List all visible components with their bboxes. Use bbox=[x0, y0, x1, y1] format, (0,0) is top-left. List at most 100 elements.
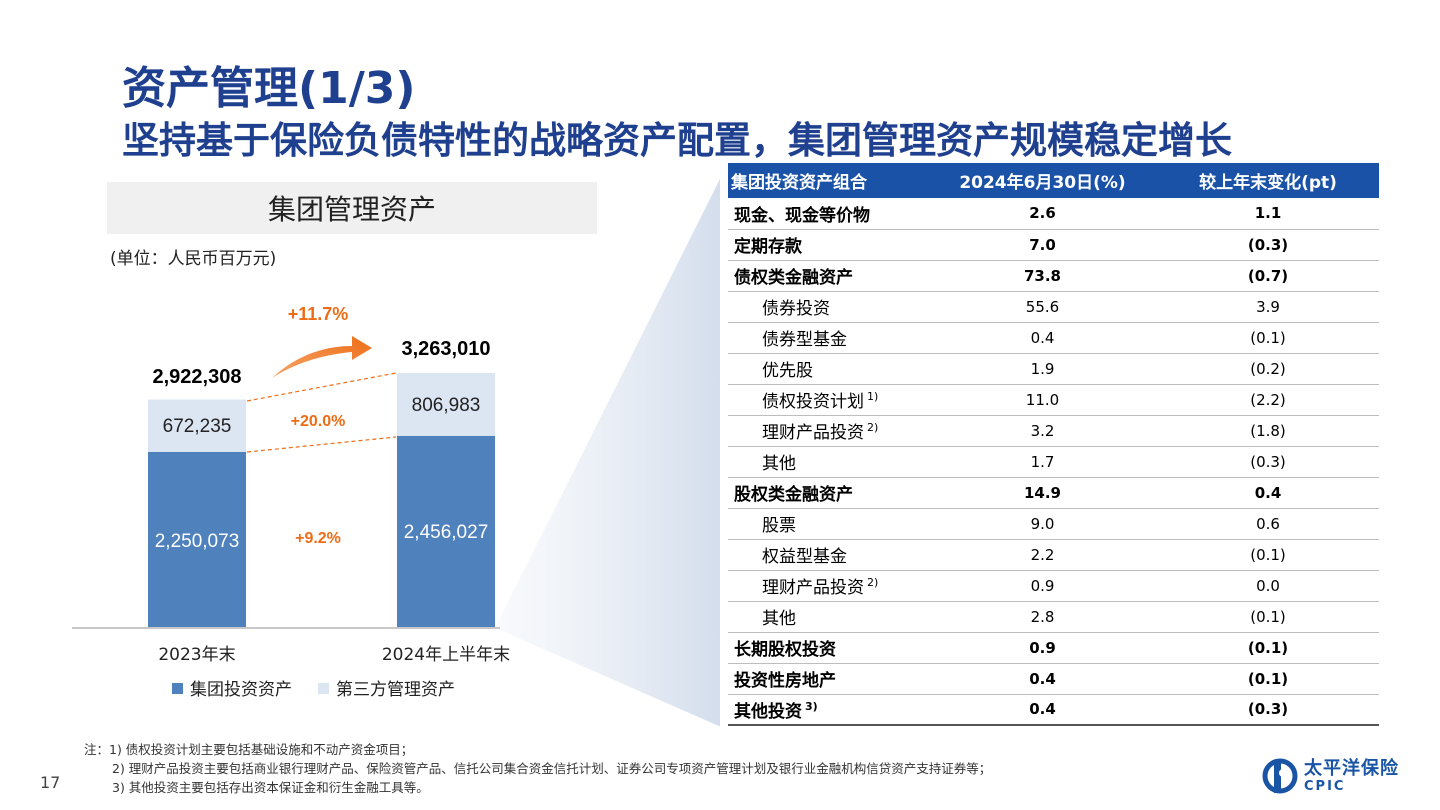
row-value: 0.4 bbox=[928, 322, 1157, 354]
row-category-label: 其他投资 bbox=[734, 701, 802, 722]
table-row: 理财产品投资 2) 0.9 0.0 bbox=[728, 570, 1379, 602]
row-category-label: 理财产品投资 bbox=[762, 578, 864, 598]
row-change: 1.1 bbox=[1157, 198, 1379, 230]
row-value: 2.6 bbox=[928, 198, 1157, 230]
row-category-label: 债权投资计划 bbox=[762, 392, 864, 412]
chart-header: 集团管理资产 bbox=[107, 182, 597, 234]
growth-third-label: +20.0% bbox=[291, 413, 346, 430]
row-value: 2.8 bbox=[928, 601, 1157, 633]
cpic-logo-icon bbox=[1262, 758, 1298, 794]
row-value: 55.6 bbox=[928, 291, 1157, 323]
row-category: 股权类金融资产 bbox=[728, 477, 928, 509]
row-value: 1.9 bbox=[928, 353, 1157, 385]
footnotes: 注：1) 债权投资计划主要包括基础设施和不动产资金项目； 2) 理财产品投资主要… bbox=[84, 740, 991, 797]
table-header-value: 2024年6月30日(%) bbox=[928, 163, 1157, 198]
cpic-logo: 太平洋保险 CPIC bbox=[1262, 757, 1399, 795]
legend-label-group: 集团投资资产 bbox=[190, 680, 292, 700]
row-category: 长期股权投资 bbox=[728, 632, 928, 664]
row-category-label: 长期股权投资 bbox=[734, 640, 836, 660]
table-header-row: 集团投资资产组合 2024年6月30日(%) 较上年末变化(pt) bbox=[728, 163, 1379, 198]
row-change: (0.1) bbox=[1157, 663, 1379, 695]
row-category-label: 股票 bbox=[762, 516, 796, 536]
x-tick-label-2024: 2024年上半年末 bbox=[382, 645, 510, 665]
footnote-marker: 2) bbox=[867, 576, 879, 590]
row-category: 定期存款 bbox=[728, 229, 928, 261]
row-change: 0.6 bbox=[1157, 508, 1379, 540]
row-category: 理财产品投资 2) bbox=[728, 570, 928, 602]
chart-header-label: 集团管理资产 bbox=[267, 193, 436, 226]
row-value: 2.2 bbox=[928, 539, 1157, 571]
row-value: 9.0 bbox=[928, 508, 1157, 540]
row-category: 债权投资计划 1) bbox=[728, 384, 928, 416]
row-category: 其他 bbox=[728, 446, 928, 478]
row-category-label: 权益型基金 bbox=[762, 547, 847, 567]
footnote-marker: 3) bbox=[805, 700, 818, 714]
x-tick-label-2023: 2023年末 bbox=[158, 645, 235, 665]
table-row: 股权类金融资产 14.9 0.4 bbox=[728, 477, 1379, 509]
row-change: (0.3) bbox=[1157, 229, 1379, 261]
third-label-2024: 806,983 bbox=[412, 395, 481, 416]
row-change: 0.4 bbox=[1157, 477, 1379, 509]
row-value: 14.9 bbox=[928, 477, 1157, 509]
row-category-label: 理财产品投资 bbox=[762, 423, 864, 443]
connector-line-mid bbox=[246, 436, 397, 453]
row-category-label: 定期存款 bbox=[734, 237, 802, 257]
legend-swatch-third bbox=[318, 683, 329, 694]
row-category: 投资性房地产 bbox=[728, 663, 928, 695]
row-category: 其他投资 3) bbox=[728, 694, 928, 726]
row-category-label: 股权类金融资产 bbox=[734, 485, 853, 505]
row-value: 0.4 bbox=[928, 663, 1157, 695]
row-category-label: 优先股 bbox=[762, 361, 813, 381]
legend-swatch-group bbox=[172, 683, 183, 694]
row-change: (0.1) bbox=[1157, 539, 1379, 571]
growth-total-label: +11.7% bbox=[288, 304, 349, 324]
group-label-2023: 2,250,073 bbox=[155, 531, 240, 552]
row-change: (0.1) bbox=[1157, 322, 1379, 354]
table-row: 现金、现金等价物 2.6 1.1 bbox=[728, 198, 1379, 230]
row-category: 权益型基金 bbox=[728, 539, 928, 571]
row-change: (2.2) bbox=[1157, 384, 1379, 416]
row-value: 0.4 bbox=[928, 694, 1157, 726]
logo-cn-text: 太平洋保险 bbox=[1304, 757, 1399, 779]
row-change: (1.8) bbox=[1157, 415, 1379, 447]
bar-group-asset-0 bbox=[148, 451, 246, 627]
table-row: 债券投资 55.6 3.9 bbox=[728, 291, 1379, 323]
row-change: (0.1) bbox=[1157, 601, 1379, 633]
table-header-change: 较上年末变化(pt) bbox=[1157, 163, 1379, 198]
group-label-2024: 2,456,027 bbox=[404, 522, 489, 543]
total-label-2023: 2,922,308 bbox=[153, 366, 242, 388]
row-category-label: 债券型基金 bbox=[762, 330, 847, 350]
row-category: 其他 bbox=[728, 601, 928, 633]
third-label-2023: 672,235 bbox=[163, 416, 232, 437]
table-row: 股票 9.0 0.6 bbox=[728, 508, 1379, 540]
total-label-2024: 3,263,010 bbox=[402, 338, 491, 360]
row-change: 3.9 bbox=[1157, 291, 1379, 323]
row-category: 债权类金融资产 bbox=[728, 260, 928, 292]
table-row: 权益型基金 2.2 (0.1) bbox=[728, 539, 1379, 571]
row-category-label: 其他 bbox=[762, 609, 796, 629]
row-category-label: 投资性房地产 bbox=[734, 671, 836, 691]
row-change: (0.1) bbox=[1157, 632, 1379, 664]
table-row: 长期股权投资 0.9 (0.1) bbox=[728, 632, 1379, 664]
bar-group-asset-1 bbox=[397, 435, 495, 627]
table-header-category: 集团投资资产组合 bbox=[728, 163, 928, 198]
portfolio-table: 集团投资资产组合 2024年6月30日(%) 较上年末变化(pt) 现金、现金等… bbox=[728, 163, 1379, 726]
growth-arrow-icon bbox=[272, 336, 372, 378]
footnote-3: 3) 其他投资主要包括存出资本保证金和衍生金融工具等。 bbox=[112, 780, 429, 795]
row-value: 73.8 bbox=[928, 260, 1157, 292]
page-subtitle: 坚持基于保险负债特性的战略资产配置，集团管理资产规模稳定增长 bbox=[122, 119, 1232, 162]
row-category-label: 现金、现金等价物 bbox=[734, 205, 870, 226]
row-change: (0.3) bbox=[1157, 694, 1379, 726]
row-change: (0.3) bbox=[1157, 446, 1379, 478]
table-row: 其他 1.7 (0.3) bbox=[728, 446, 1379, 478]
table-row: 其他投资 3) 0.4 (0.3) bbox=[728, 694, 1379, 726]
legend-label-third: 第三方管理资产 bbox=[336, 680, 455, 700]
row-value: 3.2 bbox=[928, 415, 1157, 447]
table-row: 债权类金融资产 73.8 (0.7) bbox=[728, 260, 1379, 292]
page-number: 17 bbox=[40, 773, 61, 792]
row-category-label: 其他 bbox=[762, 454, 796, 474]
logo-en-text: CPIC bbox=[1304, 778, 1346, 794]
portfolio-table-wrapper: 集团投资资产组合 2024年6月30日(%) 较上年末变化(pt) 现金、现金等… bbox=[728, 163, 1379, 726]
table-row: 理财产品投资 2) 3.2 (1.8) bbox=[728, 415, 1379, 447]
row-value: 0.9 bbox=[928, 570, 1157, 602]
